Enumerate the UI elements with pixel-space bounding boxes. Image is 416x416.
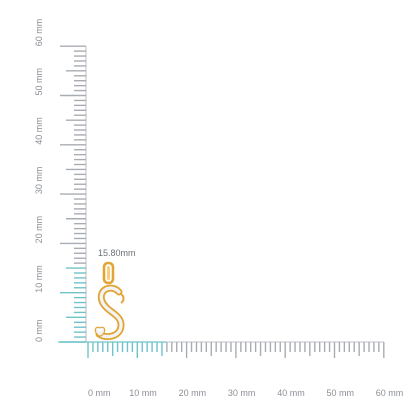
- vertical-ruler-label: 20 mm: [34, 216, 44, 244]
- horizontal-ruler-label: 20 mm: [179, 388, 207, 398]
- vertical-ruler-label: 10 mm: [34, 265, 44, 293]
- vertical-ruler-label: 50 mm: [34, 68, 44, 96]
- horizontal-ruler-label: 0 mm: [88, 388, 111, 398]
- horizontal-ruler: 0 mm 10 mm 20 mm 30 mm 40 mm 50 mm 60 mm: [58, 341, 404, 398]
- horizontal-ruler-label: 10 mm: [129, 388, 157, 398]
- vertical-ruler: 0 mm 10 mm 20 mm 30 mm 40 mm 50 mm 60 mm: [34, 19, 87, 343]
- vertical-ruler-label: 0 mm: [34, 320, 44, 343]
- horizontal-ruler-label: 40 mm: [277, 388, 305, 398]
- horizontal-ruler-label: 60 mm: [376, 388, 404, 398]
- height-measurement-label: 15.80mm: [98, 248, 136, 258]
- horizontal-ruler-label: 50 mm: [327, 388, 355, 398]
- vertical-ruler-label: 30 mm: [34, 167, 44, 195]
- letter-s-pendant-icon: [94, 261, 125, 341]
- vertical-ruler-label: 60 mm: [34, 19, 44, 47]
- vertical-ruler-label: 40 mm: [34, 117, 44, 145]
- horizontal-ruler-label: 30 mm: [228, 388, 256, 398]
